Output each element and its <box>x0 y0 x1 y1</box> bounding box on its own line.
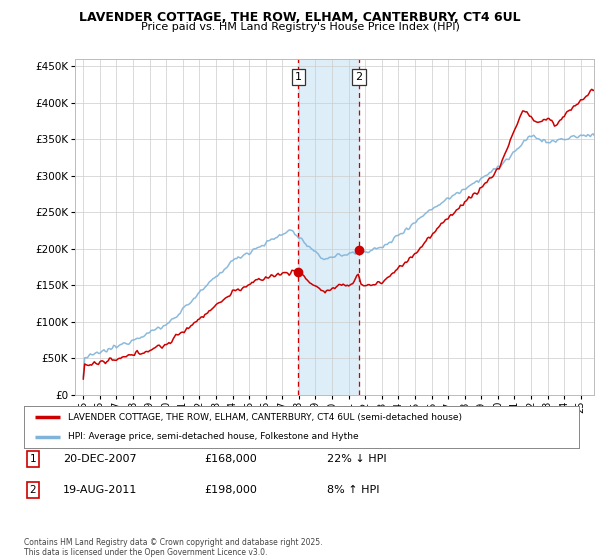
Text: 19-AUG-2011: 19-AUG-2011 <box>63 485 137 495</box>
Text: Price paid vs. HM Land Registry's House Price Index (HPI): Price paid vs. HM Land Registry's House … <box>140 22 460 32</box>
Bar <box>298 59 359 395</box>
Text: 20-DEC-2007: 20-DEC-2007 <box>63 454 137 464</box>
Text: Contains HM Land Registry data © Crown copyright and database right 2025.
This d: Contains HM Land Registry data © Crown c… <box>24 538 323 557</box>
Text: £168,000: £168,000 <box>204 454 257 464</box>
Text: 2: 2 <box>355 72 362 82</box>
Text: 22% ↓ HPI: 22% ↓ HPI <box>327 454 386 464</box>
Text: LAVENDER COTTAGE, THE ROW, ELHAM, CANTERBURY, CT4 6UL: LAVENDER COTTAGE, THE ROW, ELHAM, CANTER… <box>79 11 521 24</box>
Text: 1: 1 <box>295 72 302 82</box>
Text: HPI: Average price, semi-detached house, Folkestone and Hythe: HPI: Average price, semi-detached house,… <box>68 432 359 441</box>
Text: 1: 1 <box>29 454 37 464</box>
Text: LAVENDER COTTAGE, THE ROW, ELHAM, CANTERBURY, CT4 6UL (semi-detached house): LAVENDER COTTAGE, THE ROW, ELHAM, CANTER… <box>68 413 463 422</box>
Text: 2: 2 <box>29 485 37 495</box>
Text: £198,000: £198,000 <box>204 485 257 495</box>
Text: 8% ↑ HPI: 8% ↑ HPI <box>327 485 380 495</box>
